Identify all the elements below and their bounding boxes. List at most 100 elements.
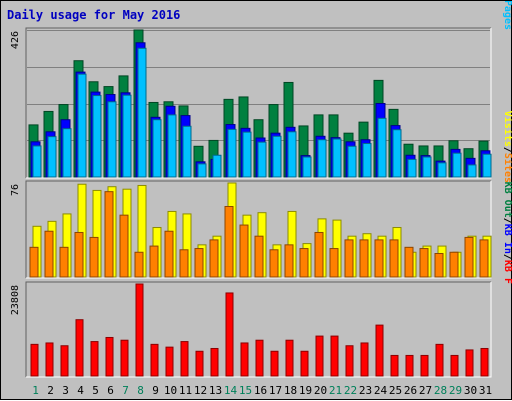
bar-sites [464, 236, 474, 278]
bar-sites [209, 239, 219, 278]
bar-kbytes [30, 343, 39, 377]
x-tick-label: 20 [314, 384, 327, 397]
bar-kbytes [90, 341, 99, 377]
bar-sites [374, 239, 384, 278]
bar-kbytes [135, 283, 144, 377]
x-tick-label: 7 [122, 384, 129, 397]
bar-pages [212, 154, 222, 178]
bar-sites [134, 251, 144, 278]
bar-kbytes [390, 354, 399, 377]
x-tick-label: 22 [344, 384, 357, 397]
bar-sites [299, 248, 309, 278]
x-tick-label: 21 [329, 384, 342, 397]
legend-visits-sites: Visits/Sites [502, 111, 512, 183]
bar-sites [359, 239, 369, 278]
x-tick-label: 4 [77, 384, 84, 397]
bar-pages [272, 135, 282, 178]
x-tick-label: 30 [464, 384, 477, 397]
bar-pages [152, 119, 162, 178]
bar-sites [254, 235, 264, 278]
bar-kbytes [330, 335, 339, 377]
bar-sites [149, 245, 159, 278]
x-tick-label: 15 [239, 384, 252, 397]
bar-kbytes [480, 347, 489, 377]
legend-entry: KB Out [502, 182, 512, 218]
bar-kbytes [120, 339, 129, 377]
bar-kbytes [105, 336, 114, 377]
x-tick-label: 19 [299, 384, 312, 397]
bar-pages [137, 47, 147, 178]
bar-sites [269, 249, 279, 278]
bar-sites [59, 246, 69, 278]
x-tick-label: 12 [194, 384, 207, 397]
bar-pages [377, 117, 387, 178]
legend-kbytes: KB Out/KB In/KB F [502, 182, 512, 284]
bar-pages [107, 101, 117, 178]
bar-pages [422, 156, 432, 178]
x-tick-label: 24 [374, 384, 388, 397]
bar-kbytes [195, 350, 204, 377]
x-tick-label: 5 [92, 384, 99, 397]
x-tick-label: 11 [179, 384, 192, 397]
bar-kbytes [420, 354, 429, 377]
x-tick-label: 23 [359, 384, 372, 397]
bar-kbytes [375, 324, 384, 377]
x-tick-label: 9 [152, 384, 159, 397]
x-tick-label: 13 [209, 384, 222, 397]
bar-pages [257, 141, 267, 178]
bar-pages [122, 94, 132, 178]
bar-kbytes [360, 342, 369, 377]
bar-kbytes [75, 319, 84, 377]
legend-entry: Sites [502, 153, 512, 183]
bar-sites [119, 214, 129, 278]
x-tick-label: 6 [107, 384, 114, 397]
bar-pages [317, 139, 327, 178]
bar-pages [92, 95, 102, 178]
bar-pages [407, 158, 417, 178]
bar-sites [29, 246, 39, 278]
bar-pages [482, 153, 492, 178]
y-max-label: 76 [10, 184, 21, 196]
bar-sites [164, 230, 174, 278]
x-tick-label: 31 [479, 384, 492, 397]
bar-pages [347, 145, 357, 178]
chart-title: Daily usage for May 2016 [7, 8, 180, 22]
bar-pages [197, 163, 207, 178]
bar-pages [287, 131, 297, 178]
x-tick-label: 3 [62, 384, 69, 397]
bar-kbytes [450, 354, 459, 377]
bar-pages [77, 73, 87, 178]
legend-entry: / [502, 147, 512, 153]
bar-sites [194, 248, 204, 278]
bar-sites [74, 231, 84, 278]
x-tick-label: 18 [284, 384, 297, 397]
bar-pages [227, 128, 237, 178]
x-tick-label: 29 [449, 384, 462, 397]
bar-pages [392, 129, 402, 178]
bar-sites [284, 244, 294, 278]
y-max-label: 426 [10, 31, 21, 49]
bar-kbytes [435, 343, 444, 377]
bar-kbytes [210, 347, 219, 377]
bar-pages [302, 156, 312, 178]
bar-kbytes [150, 343, 159, 377]
legend-entry: / [502, 254, 512, 260]
bar-pages [452, 152, 462, 178]
bar-pages [62, 128, 72, 178]
x-tick-label: 1 [32, 384, 39, 397]
plot-panels: 426Hits/Files/Pages76Visits/Sites23808KB… [10, 1, 512, 378]
bar-pages [47, 136, 57, 178]
bar-pages [467, 164, 477, 178]
legend-entry: KB In [502, 224, 512, 254]
bar-kbytes [225, 292, 234, 377]
bar-pages [362, 143, 372, 178]
x-tick-label: 10 [164, 384, 177, 397]
bar-kbytes [240, 342, 249, 377]
legend-hits-files-pages: Hits/Files/Pages [502, 1, 512, 30]
bar-sites [224, 206, 234, 278]
bar-sites [419, 248, 429, 278]
x-tick-label: 14 [224, 384, 238, 397]
panel-hits-files-pages: 426 Hits/Files/Pages [10, 1, 512, 179]
bar-sites [179, 249, 189, 278]
